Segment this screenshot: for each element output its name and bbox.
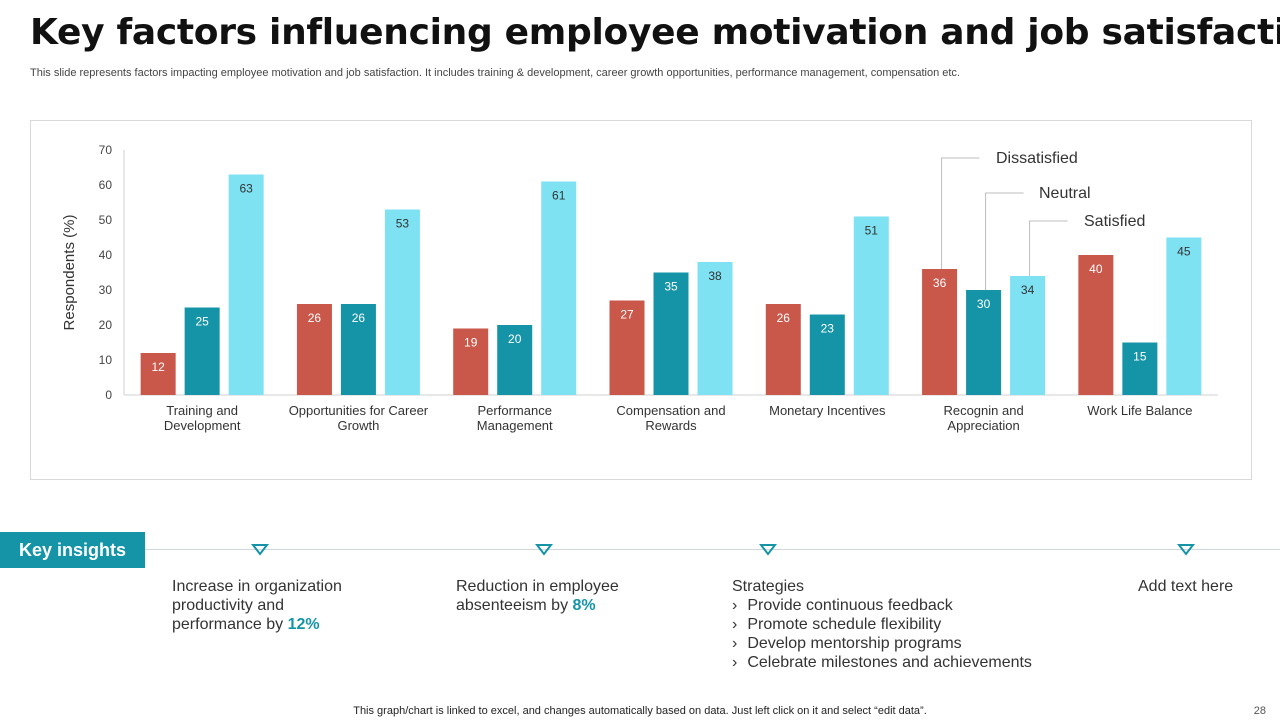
y-tick-label: 60 — [99, 178, 113, 192]
y-tick-label: 30 — [99, 283, 113, 297]
bar-value-label: 23 — [821, 322, 835, 336]
strategy-item: Develop mentorship programs — [732, 634, 1052, 653]
insight-absenteeism-text: Reduction in employee absenteeism by — [456, 578, 619, 614]
bar-value-label: 25 — [195, 315, 209, 329]
x-tick-label: Appreciation — [947, 418, 1019, 433]
bar-value-label: 15 — [1133, 350, 1147, 364]
bar-value-label: 26 — [352, 311, 366, 325]
bar-dissatisfied — [1078, 255, 1114, 395]
y-tick-label: 20 — [99, 318, 113, 332]
bar-neutral — [1122, 342, 1158, 395]
y-tick-label: 50 — [99, 213, 113, 227]
bar-dissatisfied — [609, 300, 645, 395]
page-title: Key factors influencing employee motivat… — [30, 12, 1280, 53]
insights-divider — [145, 549, 1280, 550]
legend-leader-line — [1029, 220, 1068, 276]
bar-neutral — [653, 272, 689, 395]
bar-value-label: 30 — [977, 297, 991, 311]
y-tick-label: 10 — [99, 353, 113, 367]
bar-value-label: 35 — [664, 280, 678, 294]
bar-satisfied — [1010, 276, 1046, 395]
bar-value-label: 53 — [396, 217, 410, 231]
x-tick-label: Performance — [478, 403, 552, 418]
key-insights-badge: Key insights — [0, 532, 145, 568]
x-tick-label: Management — [477, 418, 553, 433]
bar-value-label: 38 — [708, 269, 722, 283]
legend-leader-line — [985, 192, 1024, 290]
insight-strategies: Strategies Provide continuous feedback P… — [732, 577, 1052, 672]
bar-value-label: 40 — [1089, 262, 1103, 276]
bar-value-label: 34 — [1021, 283, 1035, 297]
insight-productivity-text: Increase in organization productivity an… — [172, 578, 342, 633]
bar-satisfied — [697, 262, 733, 395]
legend-neutral: Neutral — [1039, 185, 1091, 202]
chart-frame[interactable]: 0 10 20 30 40 50 60 70 Respondents (%) 12 25 63 Trai… — [30, 120, 1252, 480]
insight-productivity: Increase in organization productivity an… — [172, 577, 362, 634]
bar-dissatisfied — [765, 304, 801, 395]
bar-satisfied — [853, 216, 889, 395]
bar-dissatisfied — [296, 304, 332, 395]
y-tick-label: 70 — [99, 143, 113, 157]
bar-satisfied — [541, 181, 577, 395]
y-tick-label: 0 — [105, 388, 112, 402]
bar-value-label: 19 — [464, 336, 478, 350]
x-tick-label: Rewards — [645, 418, 697, 433]
strategy-item: Celebrate milestones and achievements — [732, 653, 1052, 672]
bar-value-label: 63 — [239, 182, 253, 196]
bar-neutral — [497, 325, 533, 395]
x-tick-label: Development — [164, 418, 241, 433]
insight-absenteeism-value: 8% — [572, 597, 596, 614]
x-tick-label: Opportunities for Career — [289, 403, 429, 418]
y-axis-title: Respondents (%) — [61, 215, 78, 331]
insight-productivity-value: 12% — [287, 616, 320, 633]
strategies-heading: Strategies — [732, 578, 805, 595]
bar-neutral — [966, 290, 1002, 395]
bar-value-label: 20 — [508, 332, 522, 346]
x-tick-label: Growth — [337, 418, 379, 433]
x-tick-label: Training and — [166, 403, 238, 418]
chevron-down-icon — [251, 544, 269, 556]
bar-satisfied — [1166, 237, 1202, 395]
footer-note: This graph/chart is linked to excel, and… — [353, 705, 927, 717]
page-number: 28 — [1253, 705, 1266, 717]
bar-dissatisfied — [140, 353, 176, 395]
bar-dissatisfied — [922, 269, 958, 395]
bar-satisfied — [228, 174, 264, 395]
bar-neutral — [340, 304, 376, 395]
strategy-item: Provide continuous feedback — [732, 596, 1052, 615]
chevron-down-icon — [535, 544, 553, 556]
bar-value-label: 26 — [308, 311, 322, 325]
insight-placeholder[interactable]: Add text here — [1138, 578, 1234, 595]
bar-value-label: 36 — [933, 276, 947, 290]
insight-absenteeism: Reduction in employee absenteeism by 8% — [456, 577, 646, 615]
strategies-list: Provide continuous feedback Promote sche… — [732, 596, 1052, 672]
x-tick-label: Compensation and — [616, 403, 725, 418]
bar-value-label: 27 — [620, 308, 634, 322]
page-subtitle: This slide represents factors impacting … — [30, 67, 960, 79]
bar-value-label: 61 — [552, 189, 566, 203]
chevron-down-icon — [759, 544, 777, 556]
x-tick-label: Monetary Incentives — [769, 403, 886, 418]
x-tick-label: Work Life Balance — [1087, 403, 1192, 418]
legend-leader-line — [941, 157, 980, 269]
bar-value-label: 26 — [777, 311, 791, 325]
strategy-item: Promote schedule flexibility — [732, 615, 1052, 634]
legend-dissatisfied: Dissatisfied — [996, 150, 1078, 167]
bar-value-label: 12 — [151, 360, 165, 374]
bar-satisfied — [384, 209, 420, 395]
bar-chart[interactable]: 0 10 20 30 40 50 60 70 Respondents (%) 12 25 63 Trai… — [31, 121, 1251, 479]
bar-value-label: 45 — [1177, 245, 1191, 259]
bar-neutral — [184, 307, 220, 395]
chevron-down-icon — [1177, 544, 1195, 556]
bar-dissatisfied — [453, 328, 489, 395]
x-tick-label: Recognin and — [943, 403, 1023, 418]
bar-neutral — [809, 314, 845, 395]
y-tick-label: 40 — [99, 248, 113, 262]
bar-value-label: 51 — [865, 224, 879, 238]
legend-satisfied: Satisfied — [1084, 213, 1145, 230]
